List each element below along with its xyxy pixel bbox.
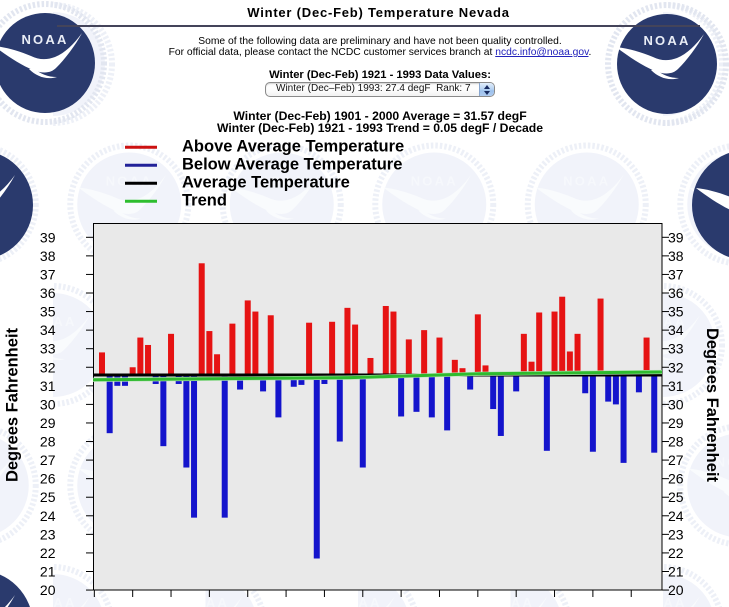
- svg-text:38: 38: [40, 248, 56, 264]
- svg-text:23: 23: [40, 526, 56, 542]
- svg-text:30: 30: [40, 396, 56, 412]
- svg-text:31: 31: [40, 378, 56, 394]
- svg-text:22: 22: [668, 545, 684, 561]
- svg-text:39: 39: [40, 229, 56, 245]
- svg-text:34: 34: [40, 322, 56, 338]
- svg-text:35: 35: [40, 304, 56, 320]
- svg-text:34: 34: [668, 322, 684, 338]
- svg-text:Below Average Temperature: Below Average Temperature: [182, 156, 402, 174]
- svg-text:29: 29: [40, 415, 56, 431]
- svg-text:26: 26: [40, 471, 56, 487]
- svg-text:36: 36: [668, 285, 684, 301]
- svg-text:33: 33: [40, 341, 56, 357]
- svg-text:25: 25: [40, 489, 56, 505]
- svg-text:30: 30: [668, 396, 684, 412]
- svg-text:25: 25: [668, 489, 684, 505]
- svg-text:28: 28: [40, 434, 56, 450]
- svg-text:24: 24: [40, 508, 56, 524]
- svg-text:29: 29: [668, 415, 684, 431]
- svg-text:23: 23: [668, 526, 684, 542]
- svg-text:31: 31: [668, 378, 684, 394]
- svg-text:39: 39: [668, 229, 684, 245]
- svg-text:Degrees Fahrenheit: Degrees Fahrenheit: [4, 327, 22, 482]
- svg-text:36: 36: [40, 285, 56, 301]
- svg-text:22: 22: [40, 545, 56, 561]
- svg-text:32: 32: [40, 359, 56, 375]
- svg-text:26: 26: [668, 471, 684, 487]
- svg-text:Degrees Fahrenheit: Degrees Fahrenheit: [703, 328, 721, 483]
- svg-text:33: 33: [668, 341, 684, 357]
- svg-text:27: 27: [668, 452, 684, 468]
- svg-text:24: 24: [668, 508, 684, 524]
- svg-text:21: 21: [40, 563, 56, 579]
- svg-text:28: 28: [668, 434, 684, 450]
- svg-text:20: 20: [668, 582, 684, 598]
- svg-text:38: 38: [668, 248, 684, 264]
- svg-text:Average Temperature: Average Temperature: [182, 174, 350, 192]
- svg-text:20: 20: [40, 582, 56, 598]
- svg-text:Above Average Temperature: Above Average Temperature: [182, 138, 404, 156]
- svg-text:32: 32: [668, 359, 684, 375]
- svg-text:35: 35: [668, 304, 684, 320]
- svg-text:Trend: Trend: [182, 192, 227, 210]
- svg-text:21: 21: [668, 563, 684, 579]
- svg-text:27: 27: [40, 452, 56, 468]
- svg-text:37: 37: [40, 266, 56, 282]
- svg-text:37: 37: [668, 266, 684, 282]
